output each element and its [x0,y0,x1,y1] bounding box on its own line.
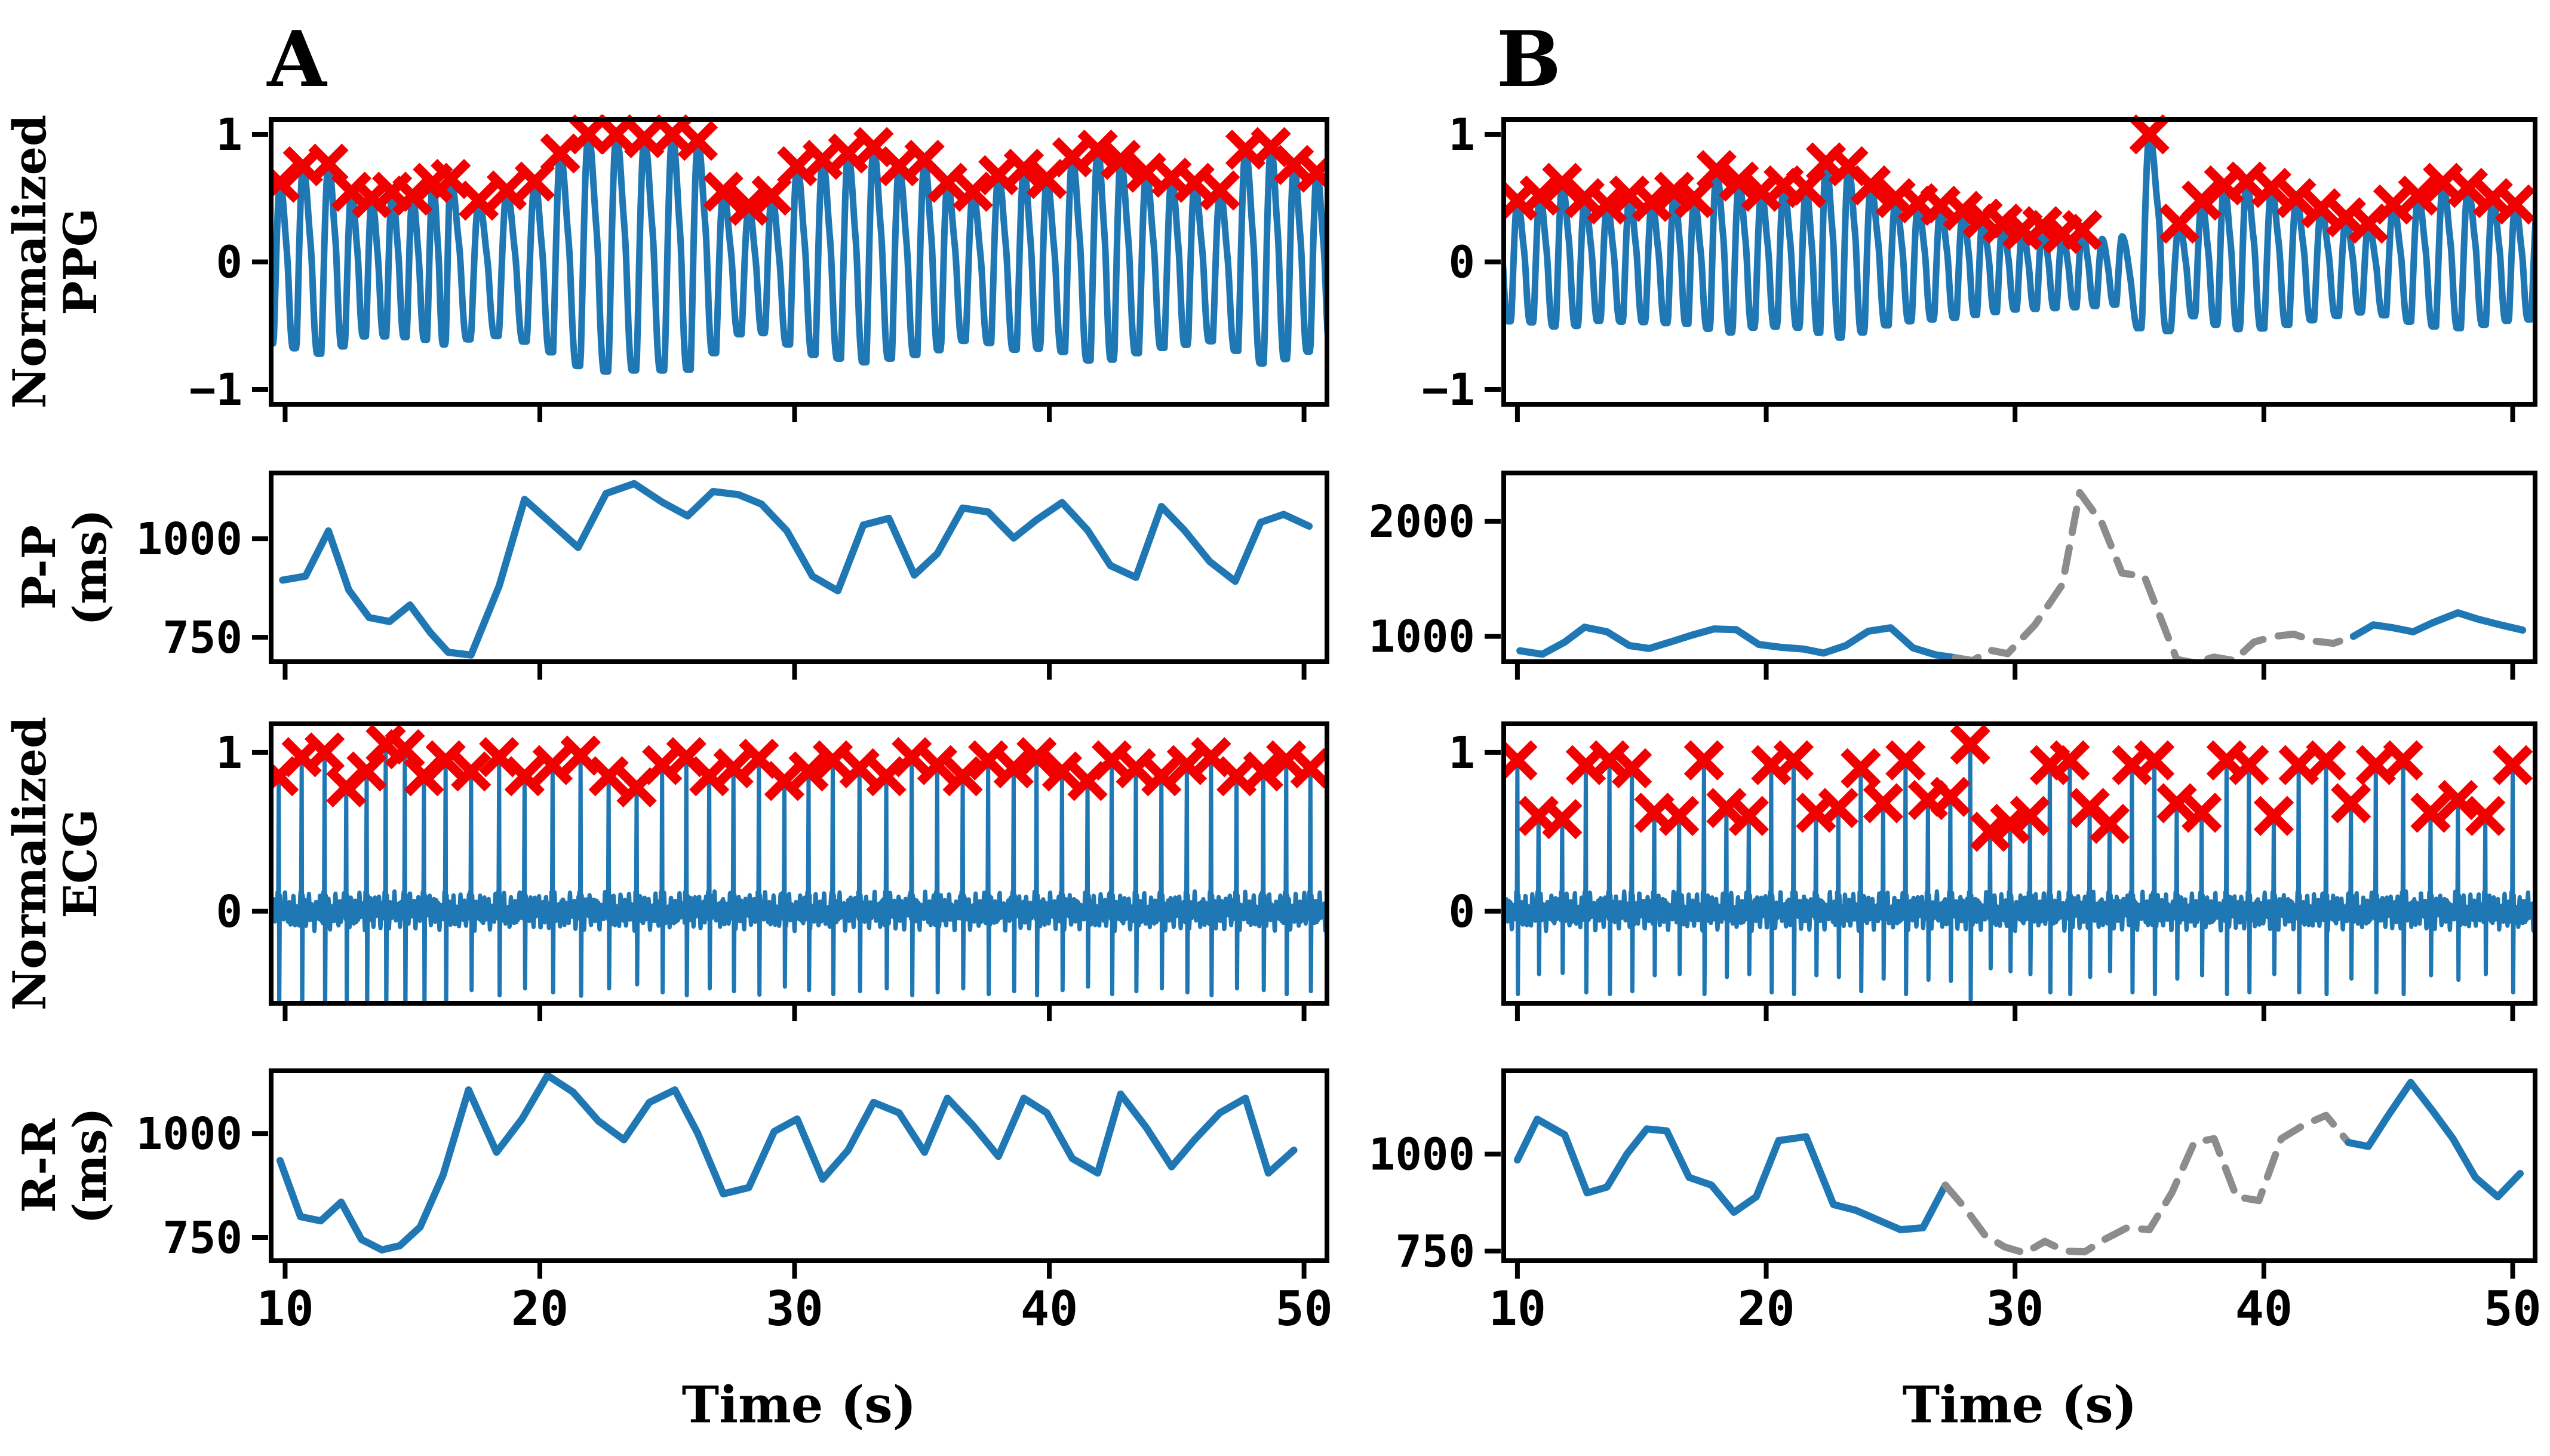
ylabel-ppg-line1: Normalized [2,114,56,409]
ylabel-ppg-line2: PPG [54,208,107,315]
b-rr-solid-line [1513,1116,1949,1234]
svg-text:1: 1 [216,727,242,779]
panel-b-title: B [1496,15,1562,105]
ylabel-ppg: Normalized PPG [2,114,107,409]
svg-text:50: 50 [2484,1281,2541,1337]
a-rr-spines [269,1068,1329,1263]
b-ppg-ticks: 1 0 −1 [1422,109,2515,422]
svg-text:40: 40 [1021,1281,1078,1337]
b-pp-spines [1501,471,2537,664]
a-ppg-spines [269,117,1329,407]
panel-a-title: A [267,15,327,105]
b-ecg-series [1504,742,2535,1002]
svg-text:750: 750 [162,612,242,664]
ylabel-pp-line2: (ms) [63,509,116,626]
b-ppg-peak-markers [1503,114,2536,254]
b-pp-solid-line [2349,609,2527,640]
svg-text:1000: 1000 [1369,1129,1475,1181]
svg-text:1000: 1000 [136,514,242,565]
a-ppg-peak-markers [270,114,1328,226]
svg-text:1: 1 [1448,727,1475,779]
xlabel-time-b: Time (s) [1902,1375,2137,1435]
b-ppg-waveform [1504,131,2535,341]
ylabel-rr-line1: R-R [12,1119,66,1213]
svg-text:0: 0 [216,237,242,288]
xlabel-time-a: Time (s) [681,1375,917,1435]
b-rr-ticks: 10 20 30 40 50 1000 750 [1369,1129,2542,1337]
svg-text:1: 1 [216,109,242,161]
svg-text:0: 0 [1448,886,1475,938]
ylabel-rr-line2: (ms) [63,1107,116,1224]
svg-text:10: 10 [1489,1281,1546,1337]
b-rr-solid-line [2345,1079,2524,1200]
b-rr-dashed-line [1941,1111,2352,1257]
a-rr-ticks: 10 20 30 40 50 1000 750 [136,1108,1333,1337]
svg-text:750: 750 [1395,1226,1475,1277]
a-ecg-spines [269,721,1329,1006]
svg-text:0: 0 [1448,237,1475,288]
svg-text:20: 20 [511,1281,569,1337]
a-ecg-waveform [271,742,1327,1003]
svg-text:30: 30 [766,1281,823,1337]
b-pp-solid-line [1516,623,1959,662]
svg-text:1: 1 [1448,109,1475,161]
a-ecg-ticks: 10 [216,727,1307,1021]
b-pp-ticks: 2000 1000 [1369,496,2515,680]
ylabel-ecg-line2: ECG [54,809,107,919]
ylabel-ecg: Normalized ECG [2,716,107,1011]
a-pp-ticks: 1000 750 [136,514,1307,680]
a-ecg-peak-markers [270,724,1328,808]
b-ppg-series [1504,131,2535,341]
b-ecg-peak-markers [1503,724,2533,852]
b-pp-series [1516,489,2527,662]
b-ecg-spines [1501,721,2537,1006]
svg-text:−1: −1 [189,364,242,416]
svg-text:2000: 2000 [1369,496,1475,548]
a-pp-series [279,480,1313,659]
svg-text:1000: 1000 [1369,612,1475,663]
svg-text:0: 0 [216,886,242,938]
svg-text:30: 30 [1986,1281,2044,1337]
b-rr-spines [1501,1068,2537,1263]
svg-text:20: 20 [1737,1281,1795,1337]
a-rr-series [276,1071,1298,1254]
svg-text:40: 40 [2235,1281,2293,1337]
svg-text:50: 50 [1275,1281,1332,1337]
a-ecg-series [271,742,1327,1003]
a-pp-spines [269,471,1329,664]
b-ecg-ticks: 10 [1448,727,2515,1021]
a-rr-solid-line [276,1071,1298,1254]
svg-text:−1: −1 [1422,364,1475,416]
a-pp-solid-line [279,480,1313,659]
b-ecg-waveform [1504,742,2535,1002]
b-pp-dashed-line [1952,489,2357,662]
ylabel-ecg-line1: Normalized [2,716,56,1011]
a-ppg-ticks: 1 0 −1 [189,109,1307,422]
svg-text:1000: 1000 [136,1108,242,1160]
ylabel-pp: P-P (ms) [12,509,116,626]
ylabel-rr: R-R (ms) [12,1107,116,1224]
b-ppg-spines [1501,117,2537,407]
svg-text:10: 10 [256,1281,314,1337]
ylabel-pp-line1: P-P [12,525,66,610]
svg-text:750: 750 [162,1212,242,1264]
b-rr-series [1513,1079,2524,1257]
